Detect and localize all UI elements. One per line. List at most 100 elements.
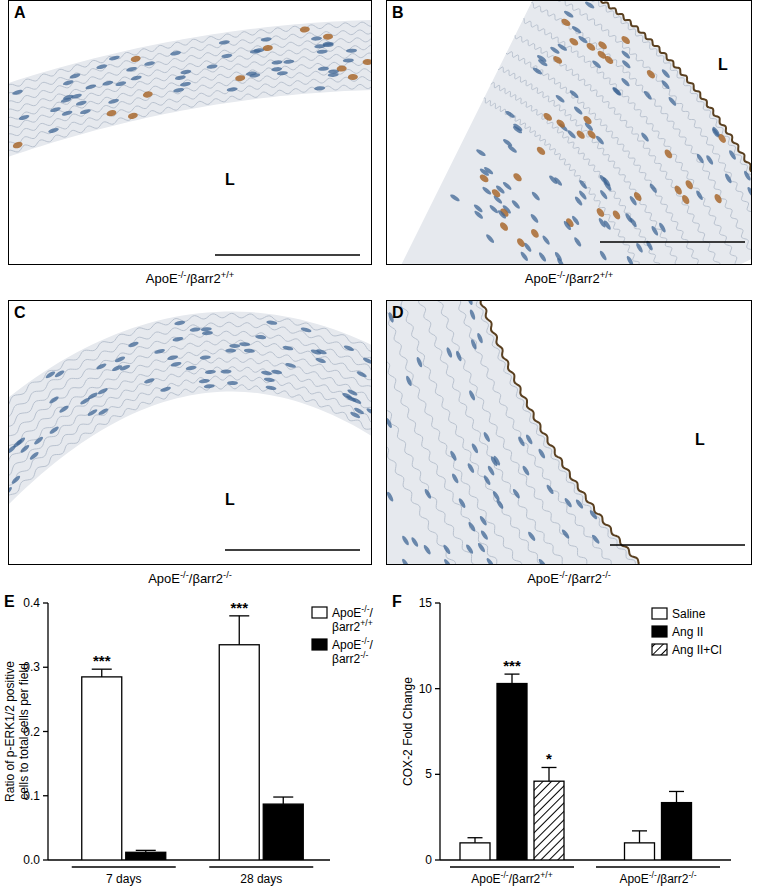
nucleus	[511, 199, 521, 210]
stained-cell	[555, 118, 566, 129]
nucleus	[557, 43, 568, 53]
nucleus	[423, 544, 432, 555]
nucleus	[175, 75, 187, 81]
stained-cell	[597, 40, 609, 51]
nucleus	[285, 362, 297, 368]
nucleus	[19, 444, 30, 454]
stained-cell	[586, 129, 597, 140]
legend-swatch	[312, 607, 327, 618]
chart: ERatio of p-ERK1/2 positivecells to tota…	[3, 593, 374, 886]
legend-label: Ang II	[672, 625, 703, 639]
chart: FCOX-2 Fold Change051015****ApoE-/-/βarr…	[392, 593, 731, 886]
error-bar	[92, 669, 112, 677]
nucleus	[620, 49, 631, 59]
error-bar	[468, 838, 483, 843]
error-cap	[273, 796, 293, 797]
nucleus	[667, 96, 677, 107]
nucleus	[154, 348, 166, 355]
nucleus	[470, 339, 478, 351]
error-bar	[505, 674, 520, 683]
nucleus	[451, 473, 460, 485]
scale-bar	[600, 241, 745, 243]
nucleus	[244, 348, 255, 353]
nucleus	[538, 558, 548, 565]
nucleus	[144, 61, 156, 67]
nucleus	[743, 170, 752, 181]
stained-cell	[300, 26, 310, 33]
x-tick-label: 28 days	[240, 872, 282, 886]
error-bar	[669, 791, 684, 802]
tissue	[8, 312, 372, 566]
stained-cell	[235, 75, 246, 82]
error-bar	[273, 797, 293, 804]
nucleus	[705, 154, 714, 165]
nucleus	[98, 407, 110, 416]
elastic-lamina	[397, 300, 671, 565]
nucleus	[180, 69, 192, 75]
y-tick-label: 0.4	[23, 596, 40, 610]
nucleus	[220, 369, 231, 373]
nucleus	[202, 331, 213, 336]
nucleus	[695, 190, 704, 201]
nucleus	[315, 357, 327, 364]
tissue	[8, 20, 372, 194]
nucleus	[33, 436, 44, 446]
tissue	[386, 0, 752, 265]
nucleus	[249, 73, 260, 78]
nucleus	[599, 250, 608, 261]
stained-cell	[595, 207, 606, 219]
nucleus	[483, 474, 492, 485]
nucleus	[119, 364, 131, 372]
nucleus	[635, 242, 644, 254]
stained-cell	[12, 141, 23, 150]
elastic-lamina	[8, 385, 372, 566]
y-tick	[435, 688, 440, 689]
nucleus	[728, 149, 737, 160]
nucleus	[603, 219, 612, 230]
nucleus	[174, 320, 186, 326]
y-tick-label: 0.1	[23, 789, 40, 803]
nucleus	[525, 434, 534, 446]
panel-caption: ApoE-/-/βarr2+/+	[146, 270, 234, 286]
nucleus	[314, 86, 325, 91]
nucleus	[445, 347, 453, 359]
nucleus	[170, 361, 182, 367]
nucleus	[353, 407, 365, 416]
stained-cell	[620, 35, 631, 46]
nucleus	[584, 0, 595, 10]
stained-cell	[512, 172, 523, 183]
y-tick-label: 0.3	[23, 660, 40, 674]
elastic-lamina	[8, 68, 372, 177]
y-tick	[435, 774, 440, 775]
nucleus	[266, 320, 277, 325]
elastic-lamina	[8, 29, 372, 140]
stained-cell	[542, 111, 554, 122]
y-tick-label: 0.2	[23, 725, 40, 739]
nucleus	[661, 68, 671, 79]
nucleus	[277, 71, 288, 76]
nucleus	[225, 349, 236, 353]
nucleus	[660, 79, 670, 90]
nucleus	[475, 148, 486, 157]
nucleus	[536, 54, 547, 63]
nucleus	[591, 59, 602, 69]
y-tick-label: 10	[419, 682, 433, 696]
nucleus	[410, 536, 419, 547]
stained-cell	[663, 148, 674, 160]
nucleus	[180, 81, 192, 87]
nucleus	[261, 37, 272, 42]
nucleus	[356, 370, 368, 378]
nucleus	[465, 543, 475, 554]
nucleus	[271, 60, 282, 65]
nucleus	[282, 345, 294, 351]
stained-cell	[337, 65, 347, 72]
elastic-lamina	[8, 37, 372, 145]
stained-cell	[262, 44, 273, 51]
nucleus	[512, 488, 521, 499]
stained-cell	[127, 112, 138, 120]
nucleus	[485, 557, 495, 565]
nucleus	[545, 484, 554, 495]
nucleus	[443, 558, 453, 565]
panel-frame	[9, 1, 372, 265]
x-tick-label: ApoE-/-/βarr2+/+	[471, 870, 553, 886]
